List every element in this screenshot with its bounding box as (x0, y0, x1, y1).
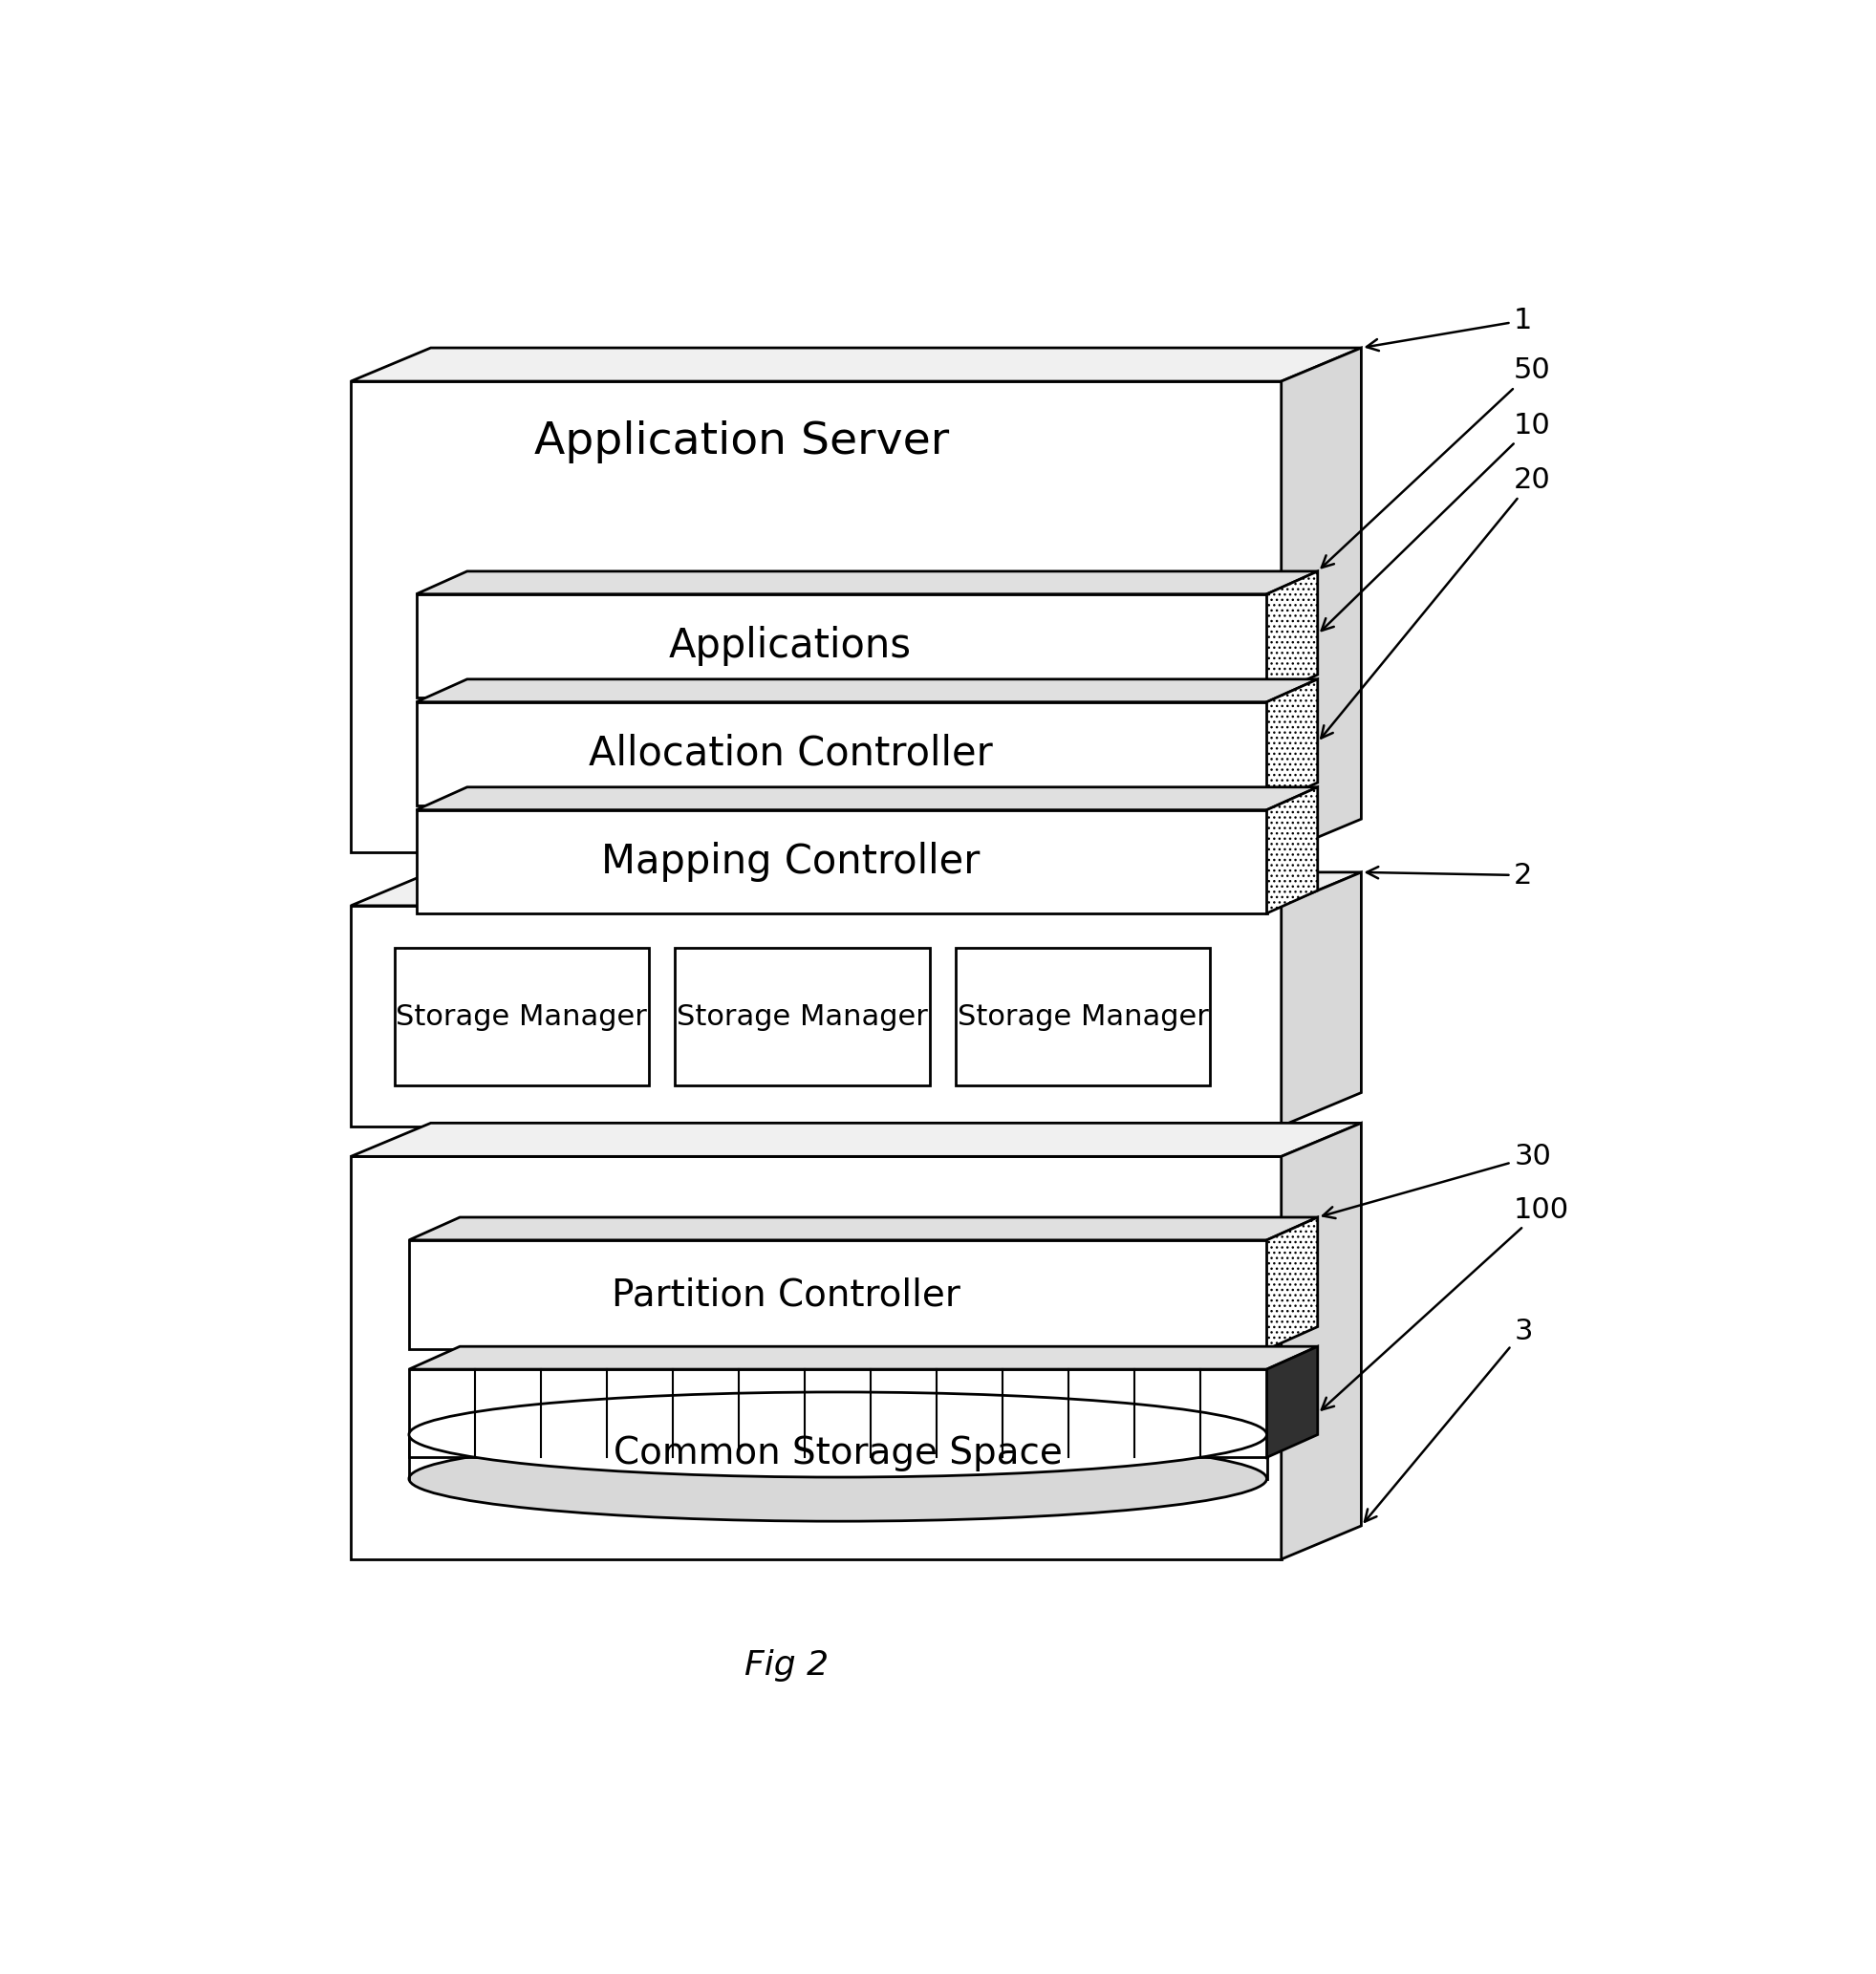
Text: Fig 2: Fig 2 (745, 1650, 829, 1682)
Polygon shape (1281, 1123, 1362, 1559)
Polygon shape (1281, 873, 1362, 1125)
Polygon shape (1266, 1346, 1317, 1457)
Polygon shape (416, 788, 1317, 809)
Ellipse shape (409, 1437, 1266, 1522)
Text: Application Server: Application Server (535, 420, 949, 464)
Polygon shape (409, 1218, 1317, 1240)
Text: Allocation Controller: Allocation Controller (589, 734, 992, 774)
Text: Common Storage Space: Common Storage Space (613, 1435, 1062, 1473)
Polygon shape (394, 948, 649, 1086)
Text: Mapping Controller: Mapping Controller (600, 841, 979, 882)
Text: Partition Controller: Partition Controller (612, 1277, 961, 1313)
Text: Applications: Applications (670, 626, 912, 665)
Text: Storage Manager: Storage Manager (957, 1003, 1208, 1030)
Polygon shape (416, 809, 1266, 914)
Text: 30: 30 (1323, 1143, 1551, 1218)
Polygon shape (409, 1370, 1266, 1457)
Polygon shape (351, 906, 1281, 1125)
Polygon shape (351, 381, 1281, 853)
Text: 20: 20 (1321, 466, 1551, 738)
Text: 10: 10 (1321, 411, 1551, 630)
Text: 1: 1 (1366, 306, 1533, 351)
Polygon shape (351, 347, 1362, 381)
Polygon shape (955, 948, 1210, 1086)
Polygon shape (351, 873, 1362, 906)
Ellipse shape (409, 1392, 1266, 1477)
Text: 3: 3 (1364, 1317, 1533, 1522)
Polygon shape (1266, 1218, 1317, 1350)
Text: 100: 100 (1321, 1196, 1570, 1409)
Text: Storage Manager: Storage Manager (396, 1003, 647, 1030)
Polygon shape (416, 570, 1317, 594)
Polygon shape (416, 703, 1266, 805)
Polygon shape (416, 679, 1317, 703)
Polygon shape (409, 1346, 1317, 1370)
Polygon shape (409, 1240, 1266, 1350)
Polygon shape (351, 1123, 1362, 1157)
Polygon shape (1281, 347, 1362, 853)
Polygon shape (1266, 570, 1317, 697)
Polygon shape (1266, 679, 1317, 805)
Text: 50: 50 (1321, 357, 1551, 569)
Polygon shape (409, 1435, 1266, 1479)
Text: 2: 2 (1366, 861, 1533, 888)
Text: Storage Manager: Storage Manager (677, 1003, 929, 1030)
Polygon shape (416, 594, 1266, 697)
Polygon shape (351, 1157, 1281, 1559)
Polygon shape (675, 948, 929, 1086)
Polygon shape (1266, 788, 1317, 914)
